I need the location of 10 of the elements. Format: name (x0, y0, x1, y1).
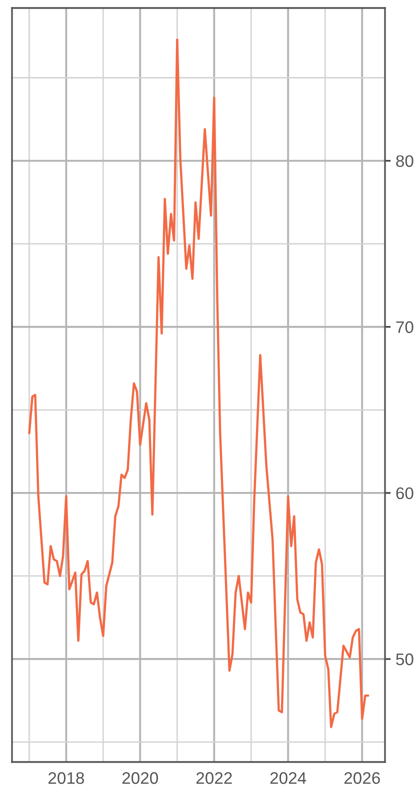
y-tick-label: 50 (396, 653, 414, 666)
x-tick-label: 2020 (122, 772, 158, 784)
x-tick-label: 2026 (344, 772, 380, 784)
y-tick-label: 70 (396, 321, 414, 334)
y-tick-label: 60 (396, 487, 414, 500)
x-tick-label: 2022 (196, 772, 232, 784)
y-tick-label: 80 (396, 155, 414, 167)
x-tick-label: 2018 (48, 772, 84, 784)
x-tick-label: 2024 (270, 772, 306, 784)
line-series (28, 38, 370, 728)
